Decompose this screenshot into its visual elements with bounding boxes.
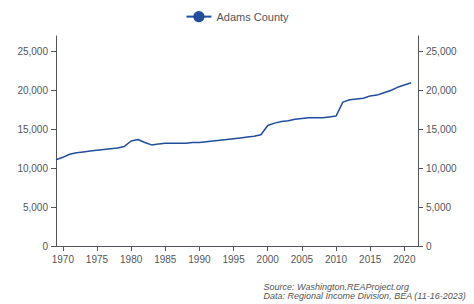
svg-text:2000: 2000 xyxy=(257,254,280,265)
svg-text:5,000: 5,000 xyxy=(23,202,48,213)
svg-text:1995: 1995 xyxy=(222,254,245,265)
svg-text:1990: 1990 xyxy=(188,254,211,265)
svg-text:2005: 2005 xyxy=(291,254,314,265)
svg-text:2010: 2010 xyxy=(325,254,348,265)
svg-text:10,000: 10,000 xyxy=(426,163,457,174)
svg-text:0: 0 xyxy=(426,241,432,252)
svg-text:Adams County: Adams County xyxy=(216,11,289,23)
svg-text:25,000: 25,000 xyxy=(426,46,457,57)
svg-text:10,000: 10,000 xyxy=(17,163,48,174)
svg-text:1985: 1985 xyxy=(154,254,177,265)
svg-text:1980: 1980 xyxy=(120,254,143,265)
svg-text:Data: Regional Income Division: Data: Regional Income Division, BEA (11-… xyxy=(264,291,466,301)
svg-text:1970: 1970 xyxy=(52,254,75,265)
svg-text:Source: Washington.REAProject.: Source: Washington.REAProject.org xyxy=(263,281,409,292)
svg-text:5,000: 5,000 xyxy=(426,202,451,213)
svg-text:15,000: 15,000 xyxy=(17,124,48,135)
svg-text:2020: 2020 xyxy=(393,254,416,265)
svg-text:20,000: 20,000 xyxy=(17,85,48,96)
svg-text:2015: 2015 xyxy=(359,254,382,265)
svg-text:0: 0 xyxy=(42,241,48,252)
svg-text:15,000: 15,000 xyxy=(426,124,457,135)
svg-text:1975: 1975 xyxy=(86,254,109,265)
svg-text:20,000: 20,000 xyxy=(426,85,457,96)
svg-text:25,000: 25,000 xyxy=(17,46,48,57)
